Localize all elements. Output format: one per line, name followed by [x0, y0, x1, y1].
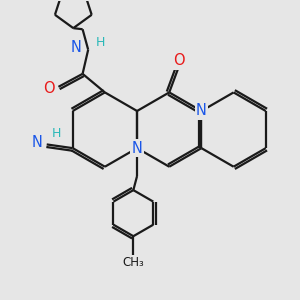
Text: H: H: [51, 127, 61, 140]
Text: N: N: [32, 135, 43, 150]
Text: H: H: [95, 36, 105, 49]
Text: N: N: [196, 103, 207, 118]
Text: O: O: [173, 53, 185, 68]
Text: N: N: [71, 40, 82, 55]
Text: N: N: [132, 141, 142, 156]
Text: CH₃: CH₃: [122, 256, 144, 269]
Text: O: O: [44, 81, 55, 96]
